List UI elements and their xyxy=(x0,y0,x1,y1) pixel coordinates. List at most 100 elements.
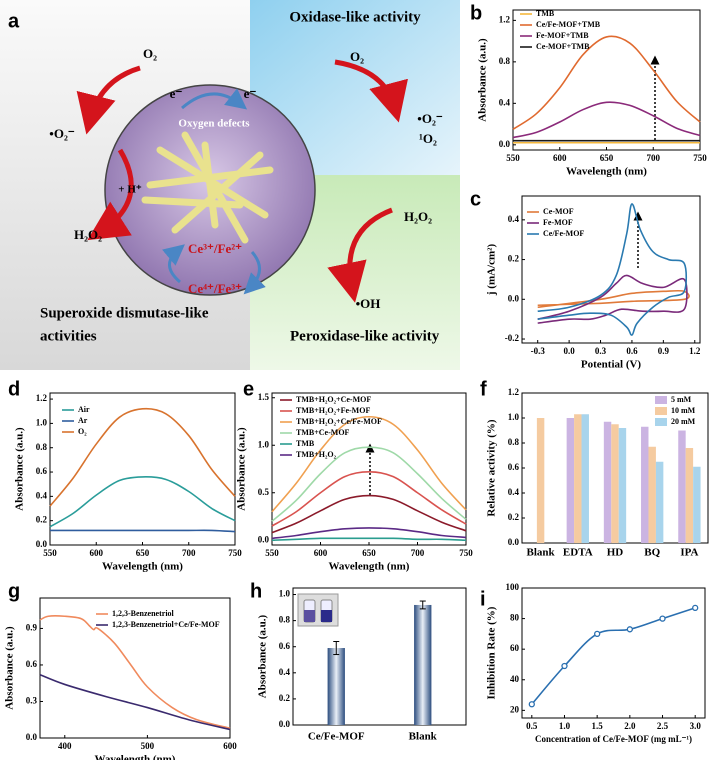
panel-label: a xyxy=(8,10,20,32)
legend-label: 20 mM xyxy=(671,417,696,426)
panel-label: c xyxy=(470,188,481,210)
x-tick-label: 1.0 xyxy=(559,721,571,731)
x-tick-label: 550 xyxy=(506,153,520,163)
y-axis-label: Relative activity (%) xyxy=(486,419,498,516)
x-tick-label: 0.5 xyxy=(526,721,538,731)
panel-a: a Oxidase-like activity O₂ •O₂⁻ + H⁺ H₂O… xyxy=(0,0,460,370)
y-tick-label: 0.8 xyxy=(508,437,520,447)
y-tick-label: 100 xyxy=(506,582,520,592)
x-tick-label: 600 xyxy=(223,741,237,751)
x-tick-label: BQ xyxy=(644,547,660,559)
x-tick-label: 2.5 xyxy=(657,721,669,731)
line xyxy=(271,471,467,527)
legend-label: Fe-MOF xyxy=(543,218,573,227)
legend-label: 1,2,3-Benzenetriol+Ce/Fe-MOF xyxy=(112,620,220,629)
x-tick-label: 650 xyxy=(362,548,376,558)
y-tick-label: 0.4 xyxy=(499,97,511,107)
defect-label: Oxygen defects xyxy=(178,118,250,130)
legend-label: TMB+H₂O₂+Ce-MOF xyxy=(296,395,371,404)
line xyxy=(271,415,467,513)
y-tick-label: 0.6 xyxy=(36,466,48,476)
x-axis-label: Potential (V) xyxy=(581,359,642,371)
x-axis-label: Wavelength (nm) xyxy=(102,561,183,573)
legend-label: TMB+H₂O₂ xyxy=(296,450,337,459)
arrow xyxy=(327,207,393,303)
x-axis-label: Wavelength (nm) xyxy=(566,166,647,178)
y-tick-label: 1.2 xyxy=(508,387,520,397)
x-tick-label: 550 xyxy=(265,548,279,558)
arrow xyxy=(162,244,185,284)
point xyxy=(528,701,535,708)
species: + H⁺ xyxy=(118,184,142,196)
x-tick-label: Ce/Fe-MOF xyxy=(308,731,365,743)
x-tick-label: 2.0 xyxy=(624,721,636,731)
y-tick-label: 0.5 xyxy=(258,487,270,497)
legend-label: Fe-MOF+TMB xyxy=(536,31,589,40)
electron: e⁻ xyxy=(244,86,257,101)
y-tick-label: 60 xyxy=(510,643,520,653)
y-axis-label: Absorbance (a.u.) xyxy=(477,38,489,122)
x-axis-label: Wavelength (nm) xyxy=(329,561,410,573)
x-tick-label: 500 xyxy=(141,741,155,751)
x-tick-label: Blank xyxy=(409,731,438,743)
rod xyxy=(141,196,244,209)
line xyxy=(271,446,467,522)
y-tick-label: 0.0 xyxy=(279,719,291,729)
x-axis-label: Wavelength (nm) xyxy=(95,754,176,760)
species: •O₂⁻ xyxy=(417,111,443,126)
y-axis-label: j (mA/cm²) xyxy=(486,244,498,297)
point xyxy=(659,615,666,622)
x-tick-label: 0.0 xyxy=(563,346,575,356)
nanorods xyxy=(141,131,274,244)
panel-label: e xyxy=(243,378,254,400)
line xyxy=(512,101,701,139)
x-tick-label: 650 xyxy=(600,153,614,163)
bar xyxy=(618,428,627,543)
section-title: Peroxidase-like activity xyxy=(290,328,440,344)
bar xyxy=(685,448,694,543)
line xyxy=(39,615,231,730)
redox-pair: Ce⁴⁺/Fe³⁺ xyxy=(188,281,242,296)
rod xyxy=(201,141,219,229)
y-tick-label: 1.0 xyxy=(508,412,520,422)
y-axis-label: Absorbance (a.u.) xyxy=(236,427,248,511)
bar xyxy=(655,461,664,543)
y-tick-label: 0.0 xyxy=(26,732,38,742)
y-tick-label: 0.9 xyxy=(26,622,38,632)
x-axis-label: Concentration of Ce/Fe-MOF (mg mL⁻¹) xyxy=(535,734,692,744)
x-tick-label: 0.3 xyxy=(595,346,607,356)
x-tick-label: 700 xyxy=(182,548,196,558)
bar xyxy=(566,418,575,543)
y-tick-label: 0.6 xyxy=(508,462,520,472)
line xyxy=(271,537,467,542)
rod xyxy=(171,151,264,234)
line xyxy=(271,494,467,534)
legend-label: Air xyxy=(78,405,90,414)
line xyxy=(537,274,688,324)
y-tick-label: 80 xyxy=(510,613,520,623)
species: O₂ xyxy=(350,49,364,64)
legend-label: TMB+Ce-MOF xyxy=(296,428,350,437)
y-tick-label: 20 xyxy=(510,704,520,714)
y-tick-label: 0.2 xyxy=(279,693,291,703)
legend-label: Ce-MOF xyxy=(543,207,574,216)
y-tick-label: 40 xyxy=(510,674,520,684)
point xyxy=(692,604,699,612)
legend-label: Ce/Fe-MOF xyxy=(543,229,584,238)
y-tick-label: 0.8 xyxy=(499,56,511,66)
arrow xyxy=(181,88,248,110)
y-axis-label: Inhibition Rate (%) xyxy=(486,606,498,699)
section-title: activities xyxy=(40,328,97,344)
panel-label: h xyxy=(250,580,262,602)
bar xyxy=(327,648,345,725)
y-tick-label: -0.2 xyxy=(505,333,520,343)
y-tick-label: 0.0 xyxy=(508,293,520,303)
vial-liquid xyxy=(304,610,315,622)
panel-label: f xyxy=(480,378,487,400)
line xyxy=(531,607,696,705)
line xyxy=(512,35,701,130)
x-tick-label: EDTA xyxy=(563,547,593,559)
section-title: Superoxide dismutase-like xyxy=(40,305,209,321)
x-tick-label: 650 xyxy=(136,548,150,558)
y-tick-label: 0.0 xyxy=(499,139,511,149)
